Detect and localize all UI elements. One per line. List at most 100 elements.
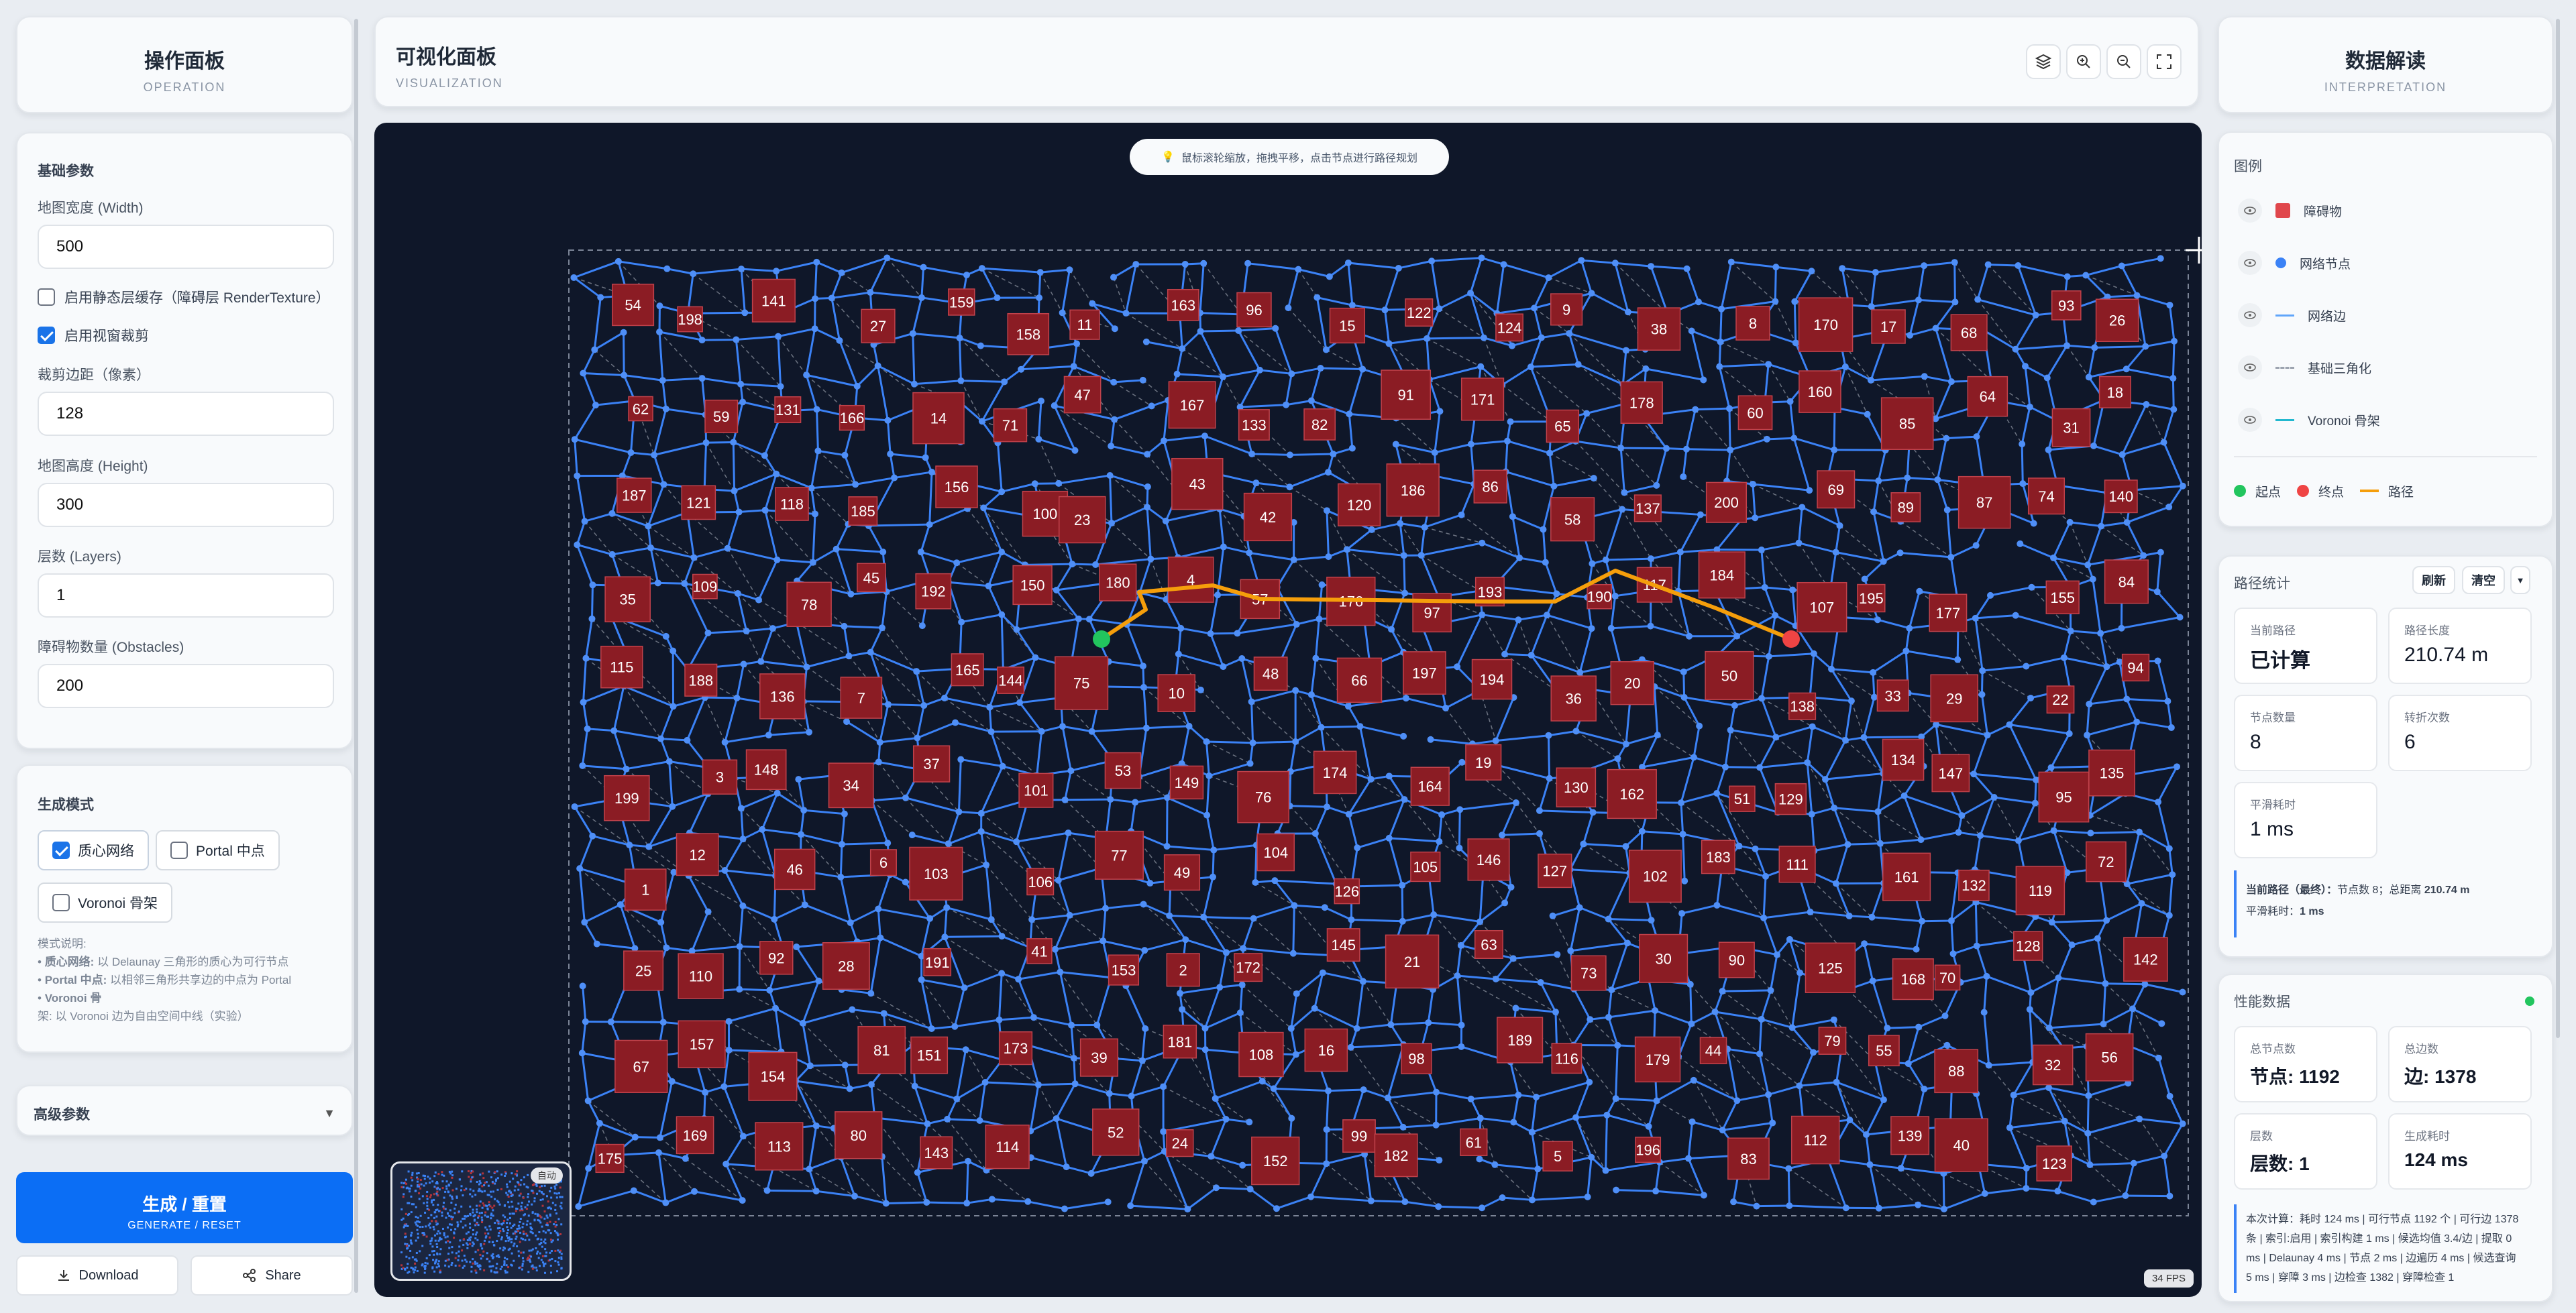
- network-node[interactable]: [1290, 556, 1297, 563]
- network-node[interactable]: [1533, 1093, 1540, 1100]
- obstacle[interactable]: 10: [1157, 674, 1196, 712]
- network-node[interactable]: [1270, 1085, 1277, 1092]
- network-node[interactable]: [690, 270, 697, 278]
- network-node[interactable]: [593, 940, 600, 948]
- network-node[interactable]: [1036, 269, 1044, 276]
- network-node[interactable]: [1884, 1025, 1891, 1032]
- network-node[interactable]: [571, 436, 578, 443]
- network-node[interactable]: [777, 383, 784, 390]
- network-node[interactable]: [1142, 724, 1150, 732]
- network-node[interactable]: [1201, 433, 1208, 440]
- network-node[interactable]: [1622, 347, 1629, 354]
- network-node[interactable]: [803, 663, 810, 671]
- network-node[interactable]: [1330, 450, 1337, 457]
- obstacle[interactable]: 125: [1805, 942, 1856, 993]
- network-node[interactable]: [736, 986, 743, 993]
- network-node[interactable]: [1970, 770, 1978, 778]
- network-node[interactable]: [757, 658, 765, 665]
- network-node[interactable]: [1727, 446, 1734, 453]
- network-node[interactable]: [1860, 734, 1868, 741]
- network-node[interactable]: [1721, 763, 1729, 770]
- obstacle[interactable]: 26: [2095, 298, 2139, 343]
- network-node[interactable]: [987, 916, 995, 923]
- network-node[interactable]: [1831, 804, 1838, 811]
- network-node[interactable]: [2017, 540, 2024, 547]
- obstacle[interactable]: 178: [1620, 381, 1663, 424]
- network-node[interactable]: [1057, 968, 1064, 976]
- network-node[interactable]: [1536, 830, 1543, 838]
- network-node[interactable]: [662, 1199, 669, 1206]
- network-node[interactable]: [740, 661, 747, 668]
- network-node[interactable]: [1317, 365, 1324, 372]
- network-node[interactable]: [1432, 1121, 1440, 1129]
- network-node[interactable]: [2143, 400, 2150, 408]
- network-node[interactable]: [1868, 913, 1876, 921]
- network-node[interactable]: [1210, 846, 1218, 854]
- network-node[interactable]: [1197, 686, 1204, 693]
- network-node[interactable]: [1590, 475, 1597, 482]
- network-node[interactable]: [1499, 832, 1506, 839]
- network-node[interactable]: [739, 398, 747, 406]
- network-node[interactable]: [902, 878, 909, 886]
- obstacle[interactable]: 143: [920, 1136, 953, 1169]
- obstacle[interactable]: 56: [2085, 1033, 2134, 1082]
- network-node[interactable]: [2100, 1021, 2107, 1028]
- obstacle[interactable]: 48: [1253, 656, 1288, 691]
- network-node[interactable]: [2169, 871, 2176, 878]
- network-node[interactable]: [1717, 338, 1724, 345]
- network-node[interactable]: [1070, 1055, 1077, 1062]
- network-node[interactable]: [1621, 489, 1628, 496]
- network-node[interactable]: [941, 694, 948, 701]
- obstacle[interactable]: 163: [1167, 288, 1199, 321]
- network-node[interactable]: [1537, 979, 1544, 986]
- network-node[interactable]: [1385, 1094, 1392, 1102]
- network-node[interactable]: [1203, 811, 1211, 819]
- network-node[interactable]: [1567, 947, 1574, 954]
- network-node[interactable]: [1160, 1083, 1167, 1090]
- obstacle[interactable]: 37: [912, 745, 951, 783]
- network-node[interactable]: [983, 861, 990, 868]
- network-node[interactable]: [1132, 799, 1139, 806]
- network-node[interactable]: [773, 470, 780, 477]
- network-node[interactable]: [1292, 1051, 1299, 1058]
- obstacle[interactable]: 77: [1094, 830, 1144, 880]
- network-node[interactable]: [2122, 1192, 2129, 1200]
- network-node[interactable]: [645, 843, 653, 850]
- network-node[interactable]: [2164, 697, 2171, 705]
- network-node[interactable]: [659, 1019, 667, 1026]
- obstacles-input[interactable]: 200: [38, 664, 334, 708]
- network-node[interactable]: [1212, 1184, 1220, 1192]
- network-node[interactable]: [1392, 441, 1399, 448]
- network-node[interactable]: [571, 803, 578, 810]
- obstacle[interactable]: 88: [1934, 1049, 1979, 1094]
- network-node[interactable]: [765, 732, 772, 739]
- network-node[interactable]: [1122, 310, 1130, 317]
- network-node[interactable]: [841, 1062, 849, 1069]
- obstacle[interactable]: 119: [2015, 866, 2065, 915]
- obstacle[interactable]: 72: [2086, 841, 2127, 882]
- network-node[interactable]: [584, 725, 591, 732]
- network-node[interactable]: [2012, 345, 2019, 353]
- network-node[interactable]: [1758, 1015, 1765, 1023]
- network-node[interactable]: [1367, 1197, 1375, 1204]
- obstacle[interactable]: 151: [910, 1036, 949, 1074]
- network-node[interactable]: [1435, 1203, 1442, 1210]
- network-node[interactable]: [920, 702, 928, 709]
- network-node[interactable]: [1323, 507, 1330, 514]
- network-node[interactable]: [928, 1025, 935, 1033]
- network-node[interactable]: [1106, 471, 1114, 479]
- obstacle[interactable]: 36: [1550, 675, 1597, 722]
- network-node[interactable]: [1680, 473, 1687, 480]
- network-node[interactable]: [957, 756, 965, 763]
- network-node[interactable]: [1958, 812, 1966, 819]
- network-node[interactable]: [1292, 738, 1299, 745]
- network-node[interactable]: [570, 274, 578, 281]
- obstacle[interactable]: 128: [2013, 931, 2043, 961]
- network-node[interactable]: [1531, 304, 1538, 312]
- network-node[interactable]: [1053, 587, 1060, 594]
- obstacle[interactable]: 33: [1876, 679, 1909, 712]
- obstacle[interactable]: 145: [1326, 928, 1360, 962]
- network-node[interactable]: [1034, 1081, 1042, 1088]
- network-node[interactable]: [724, 545, 731, 552]
- network-node[interactable]: [630, 1187, 637, 1194]
